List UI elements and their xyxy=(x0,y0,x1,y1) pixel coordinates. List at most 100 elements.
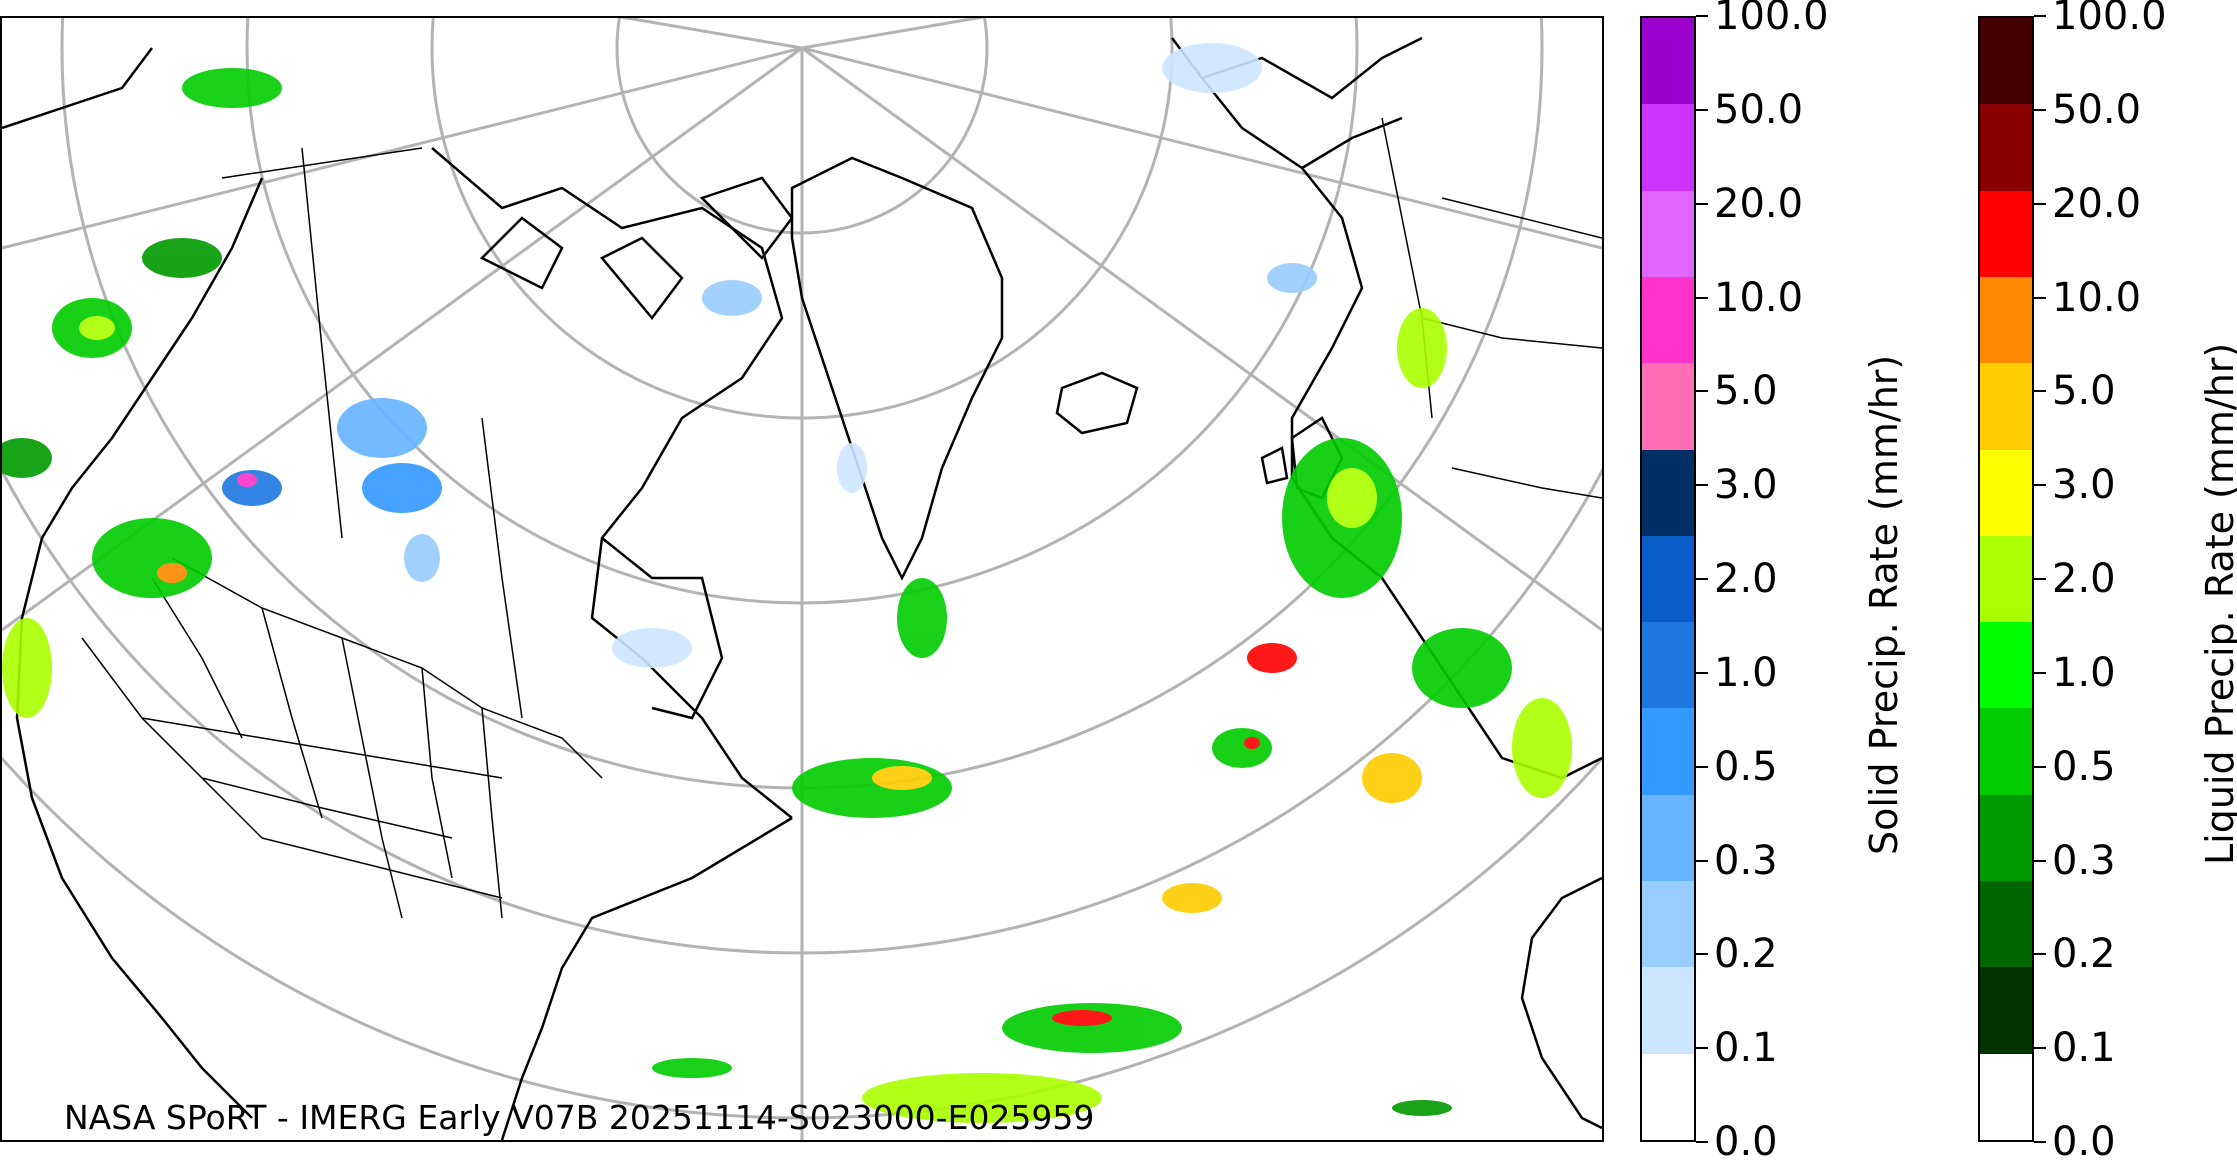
precipitation-liquid xyxy=(2,68,1572,1123)
colorbar-segment xyxy=(1642,967,1694,1054)
colorbar-tick-label: 0.0 xyxy=(1714,1119,1778,1165)
north-africa-coast xyxy=(1520,876,1602,1130)
colorbar-tick-mark xyxy=(2034,578,2046,580)
europe-coast xyxy=(1171,37,1602,780)
graticule xyxy=(2,18,1602,1140)
meridian xyxy=(2,46,803,250)
colorbar-tick-label: 3.0 xyxy=(1714,462,1778,509)
colorbar-tick-mark xyxy=(2034,1141,2046,1143)
solid-precip-colorbar xyxy=(1640,16,1696,1142)
colorbar-tick-mark xyxy=(1696,15,1708,17)
colorbar-segment xyxy=(1980,363,2032,450)
colorbar-tick-label: 0.3 xyxy=(1714,837,1778,884)
colorbar-tick-mark xyxy=(2034,202,2046,205)
coastlines xyxy=(2,36,1602,1140)
liquid-precip-label: Liquid Precip. Rate (mm/hr) xyxy=(2198,342,2237,865)
colorbar-segment xyxy=(1642,190,1694,277)
colorbar-tick-mark xyxy=(2034,953,2046,956)
colorbar-segment xyxy=(1980,708,2032,795)
canadian-arctic xyxy=(431,147,793,819)
colorbar-tick-mark xyxy=(2034,15,2046,17)
colorbar-segment xyxy=(1980,535,2032,623)
colorbar-segment xyxy=(1642,363,1694,450)
north-america-west-coast xyxy=(2,47,264,1119)
colorbar-tick-label: 20.0 xyxy=(2052,180,2142,227)
us-east-coast xyxy=(500,816,793,1140)
colorbar-tick-mark xyxy=(1696,484,1708,487)
colorbar-segment xyxy=(1642,1053,1694,1140)
europe-borders xyxy=(1381,117,1602,499)
colorbar-tick-label: 2.0 xyxy=(2052,556,2116,602)
colorbar-tick-label: 0.2 xyxy=(1714,931,1778,978)
hudson-bay xyxy=(601,537,724,720)
political-borders xyxy=(81,117,1602,919)
meridian xyxy=(801,46,1602,250)
colorbar-segment xyxy=(1642,708,1694,795)
solid-precip-label: Solid Precip. Rate (mm/hr) xyxy=(1862,354,1906,855)
colorbar-tick-mark xyxy=(2034,765,2046,768)
meridian xyxy=(801,18,986,50)
colorbar-tick-label: 0.2 xyxy=(2052,931,2116,978)
colorbar-tick-label: 100.0 xyxy=(1714,0,1829,39)
colorbar-segment xyxy=(1642,449,1694,536)
colorbar-tick-label: 0.3 xyxy=(2052,837,2116,884)
colorbar-tick-mark xyxy=(2034,108,2046,111)
colorbar-segment xyxy=(1980,449,2032,536)
colorbar-tick-mark xyxy=(2034,1047,2046,1050)
colorbar-tick-mark xyxy=(1696,765,1708,768)
colorbar-tick-label: 0.5 xyxy=(1714,743,1778,790)
colorbar-tick-label: 50.0 xyxy=(1714,86,1804,133)
colorbar-segment xyxy=(1980,1053,2032,1140)
colorbar-tick-label: 2.0 xyxy=(1714,556,1778,602)
colorbar-segment xyxy=(1980,276,2032,364)
colorbar-tick-label: 1.0 xyxy=(1714,649,1778,696)
colorbar-tick-mark xyxy=(2034,671,2046,674)
colorbar-tick-label: 1.0 xyxy=(2052,649,2116,696)
colorbar-tick-label: 5.0 xyxy=(2052,368,2116,415)
colorbar-tick-label: 0.5 xyxy=(2052,743,2116,790)
us-state-borders xyxy=(81,577,503,919)
liquid-precip-colorbar xyxy=(1978,16,2034,1142)
colorbar-tick-mark xyxy=(1696,296,1708,299)
canada-province-borders xyxy=(221,147,523,719)
colorbar-tick-mark xyxy=(2034,390,2046,393)
colorbar-tick-label: 50.0 xyxy=(2052,86,2142,133)
colorbar-tick-label: 100.0 xyxy=(2052,0,2167,39)
colorbar-segment xyxy=(1980,622,2032,709)
colorbar-tick-mark xyxy=(1696,1047,1708,1050)
greenland xyxy=(790,156,1004,581)
colorbar-segment xyxy=(1642,881,1694,968)
colorbar-tick-label: 0.0 xyxy=(2052,1119,2116,1165)
colorbar-tick-mark xyxy=(1696,390,1708,393)
colorbar-tick-mark xyxy=(1696,578,1708,580)
colorbar-tick-mark xyxy=(1696,671,1708,674)
us-canada-border xyxy=(171,557,603,779)
iceland xyxy=(1055,371,1139,435)
colorbar-segment xyxy=(1980,17,2032,105)
map-canvas xyxy=(2,18,1602,1140)
colorbar-tick-mark xyxy=(1696,1141,1708,1143)
colorbar-tick-label: 20.0 xyxy=(1714,180,1804,227)
colorbar-segment xyxy=(1980,104,2032,191)
colorbar-tick-label: 0.1 xyxy=(1714,1025,1778,1072)
colorbar-segment xyxy=(1980,794,2032,882)
colorbar-segment xyxy=(1642,794,1694,882)
meridian xyxy=(801,46,1602,632)
colorbar-segment xyxy=(1980,967,2032,1054)
colorbar-segment xyxy=(1642,276,1694,364)
colorbar-tick-mark xyxy=(1696,859,1708,862)
colorbar-tick-label: 10.0 xyxy=(2052,274,2142,321)
precipitation-solid xyxy=(222,43,1317,668)
colorbar-segment xyxy=(1642,17,1694,105)
colorbar-segment xyxy=(1980,881,2032,968)
colorbar-tick-mark xyxy=(2034,484,2046,487)
colorbar-tick-mark xyxy=(2034,859,2046,862)
colorbar-tick-label: 3.0 xyxy=(2052,462,2116,509)
colorbar-tick-mark xyxy=(1696,202,1708,205)
colorbar-tick-label: 0.1 xyxy=(2052,1025,2116,1072)
precipitation-map[interactable] xyxy=(0,16,1604,1142)
colorbar-tick-label: 10.0 xyxy=(1714,274,1804,321)
colorbar-tick-mark xyxy=(1696,108,1708,111)
meridian xyxy=(618,18,803,50)
colorbar-segment xyxy=(1642,104,1694,191)
